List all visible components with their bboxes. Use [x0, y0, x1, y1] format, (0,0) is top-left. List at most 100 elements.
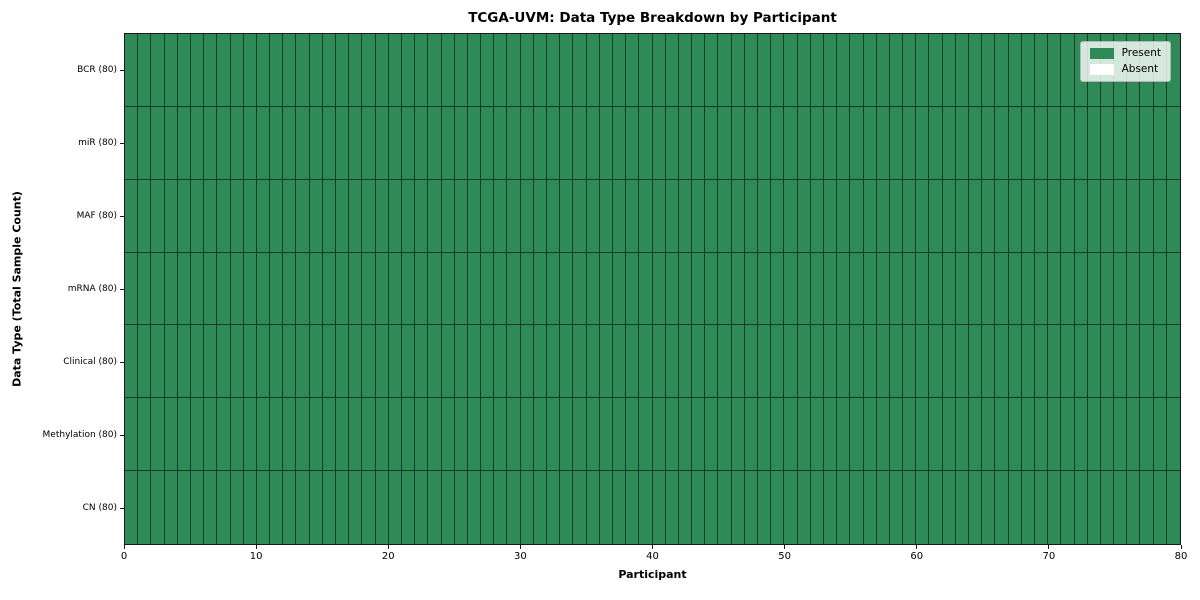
heatmap-cell	[876, 252, 890, 326]
heatmap-cell	[889, 471, 904, 544]
heatmap-cell	[454, 179, 468, 253]
heatmap-cell	[942, 325, 956, 399]
heatmap-cell	[520, 106, 534, 180]
heatmap-cell	[375, 471, 389, 544]
heatmap-cell	[401, 106, 416, 180]
heatmap-cell	[863, 106, 877, 180]
heatmap-cell	[467, 325, 482, 399]
heatmap-cell	[533, 398, 547, 472]
heatmap-cell	[560, 106, 574, 180]
heatmap-cell	[1034, 106, 1049, 180]
heatmap-cell	[731, 471, 745, 544]
heatmap-cell	[863, 325, 877, 399]
heatmap-cell	[243, 471, 257, 544]
heatmap-cell	[547, 325, 561, 399]
heatmap-cell	[850, 398, 864, 472]
heatmap-cell	[916, 179, 930, 253]
heatmap-cell	[256, 471, 271, 544]
heatmap-cell	[190, 34, 205, 107]
heatmap-cell	[441, 325, 455, 399]
heatmap-cell	[758, 106, 772, 180]
heatmap-cell	[678, 106, 693, 180]
x-tick-mark	[1048, 545, 1050, 549]
heatmap-cell	[889, 106, 904, 180]
heatmap-cell	[336, 179, 350, 253]
heatmap-cell	[995, 398, 1009, 472]
heatmap-cell	[177, 179, 191, 253]
heatmap-cell	[481, 325, 495, 399]
heatmap-cell	[1127, 471, 1141, 544]
heatmap-cell	[626, 34, 640, 107]
heatmap-cell	[362, 471, 376, 544]
heatmap-cell	[705, 34, 719, 107]
heatmap-cell	[481, 471, 495, 544]
heatmap-cell	[903, 34, 917, 107]
heatmap-cell	[283, 325, 297, 399]
heatmap-cell	[665, 471, 679, 544]
heatmap-cell	[929, 398, 943, 472]
heatmap-cell	[823, 325, 838, 399]
heatmap-cell	[969, 471, 983, 544]
heatmap-cell	[230, 179, 244, 253]
heatmap-cell	[1048, 471, 1062, 544]
heatmap-cell	[758, 325, 772, 399]
heatmap-cell	[322, 471, 336, 544]
heatmap-cell	[230, 34, 244, 107]
heatmap-cell	[573, 398, 587, 472]
heatmap-cell	[296, 179, 310, 253]
heatmap-cell	[362, 398, 376, 472]
heatmap-cell	[1021, 106, 1035, 180]
heatmap-cell	[678, 398, 693, 472]
heatmap-cell	[388, 106, 402, 180]
heatmap-cell	[586, 325, 600, 399]
heatmap-cell	[164, 106, 178, 180]
heatmap-cell	[547, 471, 561, 544]
heatmap-cell	[692, 471, 706, 544]
heatmap-cell	[1021, 179, 1035, 253]
heatmap-cell	[916, 471, 930, 544]
heatmap-cell	[204, 106, 218, 180]
heatmap-cell	[362, 34, 376, 107]
heatmap-cell	[1127, 106, 1141, 180]
x-tick-mark	[387, 545, 389, 549]
y-tick-label: miR (80)	[78, 137, 117, 148]
heatmap-cell	[309, 179, 323, 253]
heatmap-cell	[678, 325, 693, 399]
heatmap-cell	[942, 398, 956, 472]
heatmap-cell	[1021, 34, 1035, 107]
heatmap-cell	[612, 252, 627, 326]
heatmap-cell	[177, 252, 191, 326]
heatmap-cell	[401, 34, 416, 107]
heatmap-cell	[718, 325, 732, 399]
heatmap-cell	[1048, 179, 1062, 253]
heatmap-cell	[296, 252, 310, 326]
heatmap-cell	[718, 106, 732, 180]
heatmap-cell	[652, 325, 666, 399]
heatmap-cell	[586, 179, 600, 253]
heatmap-cell	[1061, 106, 1075, 180]
x-tick-label: 50	[778, 551, 791, 562]
heatmap-cell	[586, 106, 600, 180]
heatmap-cell	[1127, 325, 1141, 399]
x-tick-label: 70	[1042, 551, 1056, 562]
heatmap-cell	[1034, 471, 1049, 544]
heatmap-cell	[1087, 398, 1101, 472]
heatmap-cell	[876, 34, 890, 107]
heatmap-cell	[547, 106, 561, 180]
heatmap-cell	[560, 325, 574, 399]
heatmap-cell	[718, 471, 732, 544]
heatmap-cell	[138, 398, 152, 472]
heatmap-cell	[138, 471, 152, 544]
heatmap-cell	[982, 106, 996, 180]
heatmap-cell	[1087, 471, 1101, 544]
heatmap-cell	[692, 106, 706, 180]
heatmap-cell	[336, 398, 350, 472]
y-tick-mark	[120, 435, 124, 437]
heatmap-cell	[903, 398, 917, 472]
heatmap-cell	[1140, 398, 1154, 472]
heatmap-cell	[362, 252, 376, 326]
heatmap-cell	[626, 252, 640, 326]
heatmap-cell	[744, 106, 758, 180]
heatmap-cell	[823, 398, 838, 472]
heatmap-cell	[388, 471, 402, 544]
